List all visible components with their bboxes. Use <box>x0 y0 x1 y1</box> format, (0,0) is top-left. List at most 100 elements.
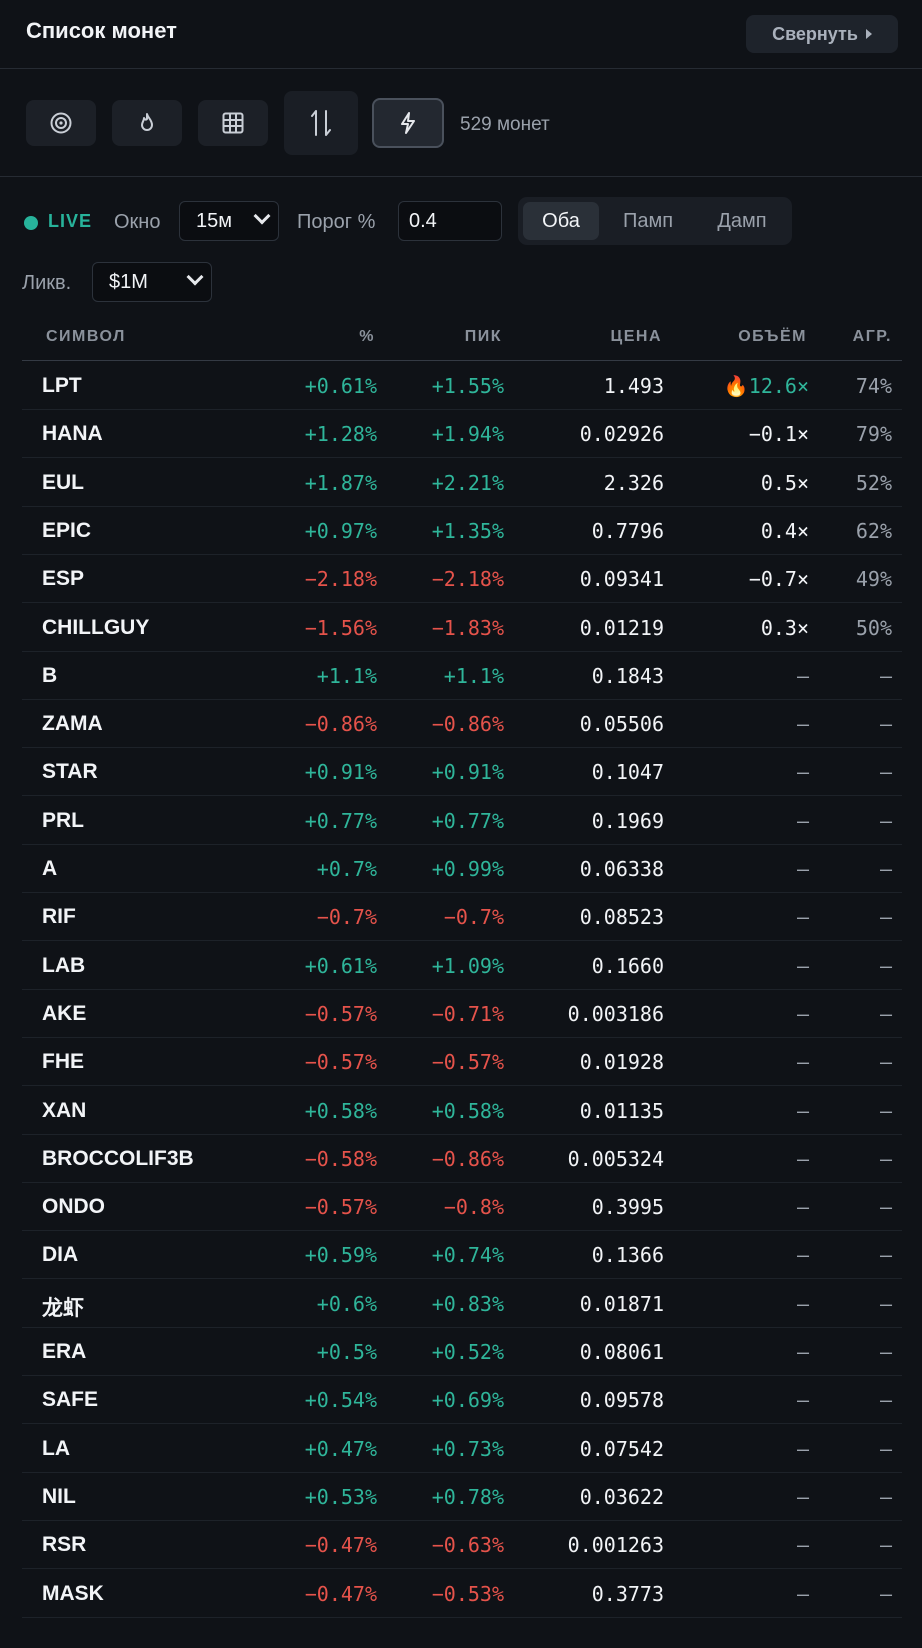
agg-cell: — <box>879 1146 892 1171</box>
peak-cell: +0.69% <box>431 1388 504 1413</box>
peak-cell: −2.18% <box>431 567 504 592</box>
direction-both[interactable]: Оба <box>523 202 599 240</box>
table-row[interactable]: RIF −0.7% −0.7% 0.08523 — — <box>22 893 902 942</box>
grid-button[interactable] <box>198 100 268 146</box>
table-row[interactable]: XAN +0.58% +0.58% 0.01135 — — <box>22 1087 902 1135</box>
table-row[interactable]: BROCCOLIF3B −0.58% −0.86% 0.005324 — — <box>22 1135 902 1183</box>
peak-cell: +0.73% <box>431 1436 504 1461</box>
table-row[interactable]: FHE −0.57% −0.57% 0.01928 — — <box>22 1038 902 1087</box>
agg-cell: — <box>879 712 892 737</box>
threshold-input[interactable]: 0.4 <box>398 201 502 241</box>
table-row[interactable]: PRL +0.77% +0.77% 0.1969 — — <box>22 797 902 845</box>
peak-cell: −0.7% <box>443 905 504 930</box>
symbol-cell: STAR <box>42 760 98 784</box>
table-row[interactable]: CHILLGUY −1.56% −1.83% 0.01219 0.3× 50% <box>22 604 902 652</box>
volume-cell: — <box>796 1050 809 1075</box>
symbol-cell: ERA <box>42 1340 87 1363</box>
change-cell: −0.57% <box>304 1195 377 1220</box>
agg-cell: — <box>879 1243 892 1268</box>
volume-cell: — <box>796 808 809 833</box>
volume-cell: — <box>796 1581 809 1606</box>
col-price[interactable]: ЦЕНА <box>610 328 662 345</box>
table-row[interactable]: LAB +0.61% +1.09% 0.1660 — — <box>22 942 902 990</box>
col-agg[interactable]: АГР. <box>852 328 892 345</box>
col-volume[interactable]: ОБЪЁМ <box>738 328 807 345</box>
price-cell: 0.003186 <box>567 1001 664 1026</box>
toolbar: 529 монет <box>0 69 922 177</box>
target-button[interactable] <box>26 100 96 146</box>
col-peak[interactable]: ПИК <box>464 328 502 345</box>
chevron-down-icon <box>253 207 271 225</box>
change-cell: +1.1% <box>316 663 377 688</box>
change-cell: +0.91% <box>304 760 377 785</box>
table-row[interactable]: ZAMA −0.86% −0.86% 0.05506 — — <box>22 700 902 749</box>
direction-pump[interactable]: Памп <box>622 209 674 232</box>
table-row[interactable]: HANA +1.28% +1.94% 0.02926 −0.1× 79% <box>22 410 902 459</box>
peak-cell: +1.1% <box>443 663 504 688</box>
peak-cell: −0.53% <box>431 1581 504 1606</box>
change-cell: +1.87% <box>304 470 377 495</box>
table-row[interactable]: SAFE +0.54% +0.69% 0.09578 — — <box>22 1376 902 1425</box>
change-cell: +0.58% <box>304 1098 377 1123</box>
peak-cell: −0.57% <box>431 1050 504 1075</box>
price-cell: 0.07542 <box>579 1436 664 1461</box>
table-row[interactable]: ERA +0.5% +0.52% 0.08061 — — <box>22 1328 902 1376</box>
volume-cell: −0.1× <box>748 422 809 447</box>
table-row[interactable]: ESP −2.18% −2.18% 0.09341 −0.7× 49% <box>22 555 902 604</box>
table-row[interactable]: AKE −0.57% −0.71% 0.003186 — — <box>22 990 902 1038</box>
table-row[interactable]: A +0.7% +0.99% 0.06338 — — <box>22 845 902 893</box>
table-row[interactable]: 龙虾 +0.6% +0.83% 0.01871 — — <box>22 1280 902 1328</box>
window-select[interactable]: 15м <box>179 201 279 241</box>
col-pct[interactable]: % <box>359 328 375 345</box>
change-cell: −0.58% <box>304 1146 377 1171</box>
table-row[interactable]: STAR +0.91% +0.91% 0.1047 — — <box>22 748 902 797</box>
peak-cell: −0.71% <box>431 1001 504 1026</box>
symbol-cell: NIL <box>42 1484 76 1508</box>
table-row[interactable]: B +1.1% +1.1% 0.1843 — — <box>22 652 902 700</box>
table-row[interactable]: ONDO −0.57% −0.8% 0.3995 — — <box>22 1183 902 1232</box>
symbol-cell: HANA <box>42 422 103 446</box>
change-cell: +0.61% <box>304 374 377 398</box>
volume-cell: — <box>796 1001 809 1026</box>
symbol-cell: ONDO <box>42 1195 105 1219</box>
price-cell: 0.005324 <box>567 1146 664 1171</box>
table-row[interactable]: MASK −0.47% −0.53% 0.3773 — — <box>22 1570 902 1618</box>
peak-cell: +0.78% <box>431 1484 504 1509</box>
table-row[interactable]: EPIC +0.97% +1.35% 0.7796 0.4× 62% <box>22 507 902 555</box>
bolt-button[interactable] <box>372 98 444 148</box>
symbol-cell: XAN <box>42 1098 87 1122</box>
table-row[interactable]: LA +0.47% +0.73% 0.07542 — — <box>22 1425 902 1473</box>
volume-cell: — <box>796 857 809 881</box>
table-row[interactable]: LPT +0.61% +1.55% 1.493 🔥12.6× 74% <box>22 362 902 410</box>
price-cell: 0.1969 <box>591 808 664 833</box>
peak-cell: −0.86% <box>431 1146 504 1171</box>
price-cell: 0.08523 <box>579 905 664 930</box>
price-cell: 0.01135 <box>579 1098 664 1123</box>
peak-cell: +0.52% <box>431 1340 504 1364</box>
col-symbol[interactable]: СИМВОЛ <box>46 328 126 345</box>
table-row[interactable]: NIL +0.53% +0.78% 0.03622 — — <box>22 1473 902 1521</box>
change-cell: +0.47% <box>304 1436 377 1461</box>
symbol-cell: ZAMA <box>42 712 103 736</box>
agg-cell: 50% <box>855 615 892 640</box>
volume-cell: 🔥12.6× <box>723 374 809 398</box>
symbol-cell: EPIC <box>42 518 92 542</box>
collapse-button[interactable]: Свернуть <box>746 15 898 53</box>
hot-button[interactable] <box>112 100 182 146</box>
volume-cell: — <box>796 1291 809 1316</box>
direction-toggle: Оба Памп Дамп <box>518 197 792 245</box>
table-row[interactable]: DIA +0.59% +0.74% 0.1366 — — <box>22 1231 902 1280</box>
liquidity-select[interactable]: $1M <box>92 262 212 302</box>
price-cell: 0.09341 <box>579 567 664 592</box>
table-row[interactable]: RSR −0.47% −0.63% 0.001263 — — <box>22 1521 902 1570</box>
direction-dump[interactable]: Дамп <box>717 209 767 232</box>
sort-icon <box>311 110 331 136</box>
symbol-cell: LAB <box>42 953 86 977</box>
table-row[interactable]: EUL +1.87% +2.21% 2.326 0.5× 52% <box>22 459 902 507</box>
volume-cell: — <box>796 953 809 978</box>
change-cell: +0.54% <box>304 1388 377 1413</box>
agg-cell: — <box>879 1581 892 1606</box>
sort-button[interactable] <box>284 91 358 155</box>
change-cell: −0.47% <box>304 1581 377 1606</box>
volume-cell: — <box>796 712 809 737</box>
